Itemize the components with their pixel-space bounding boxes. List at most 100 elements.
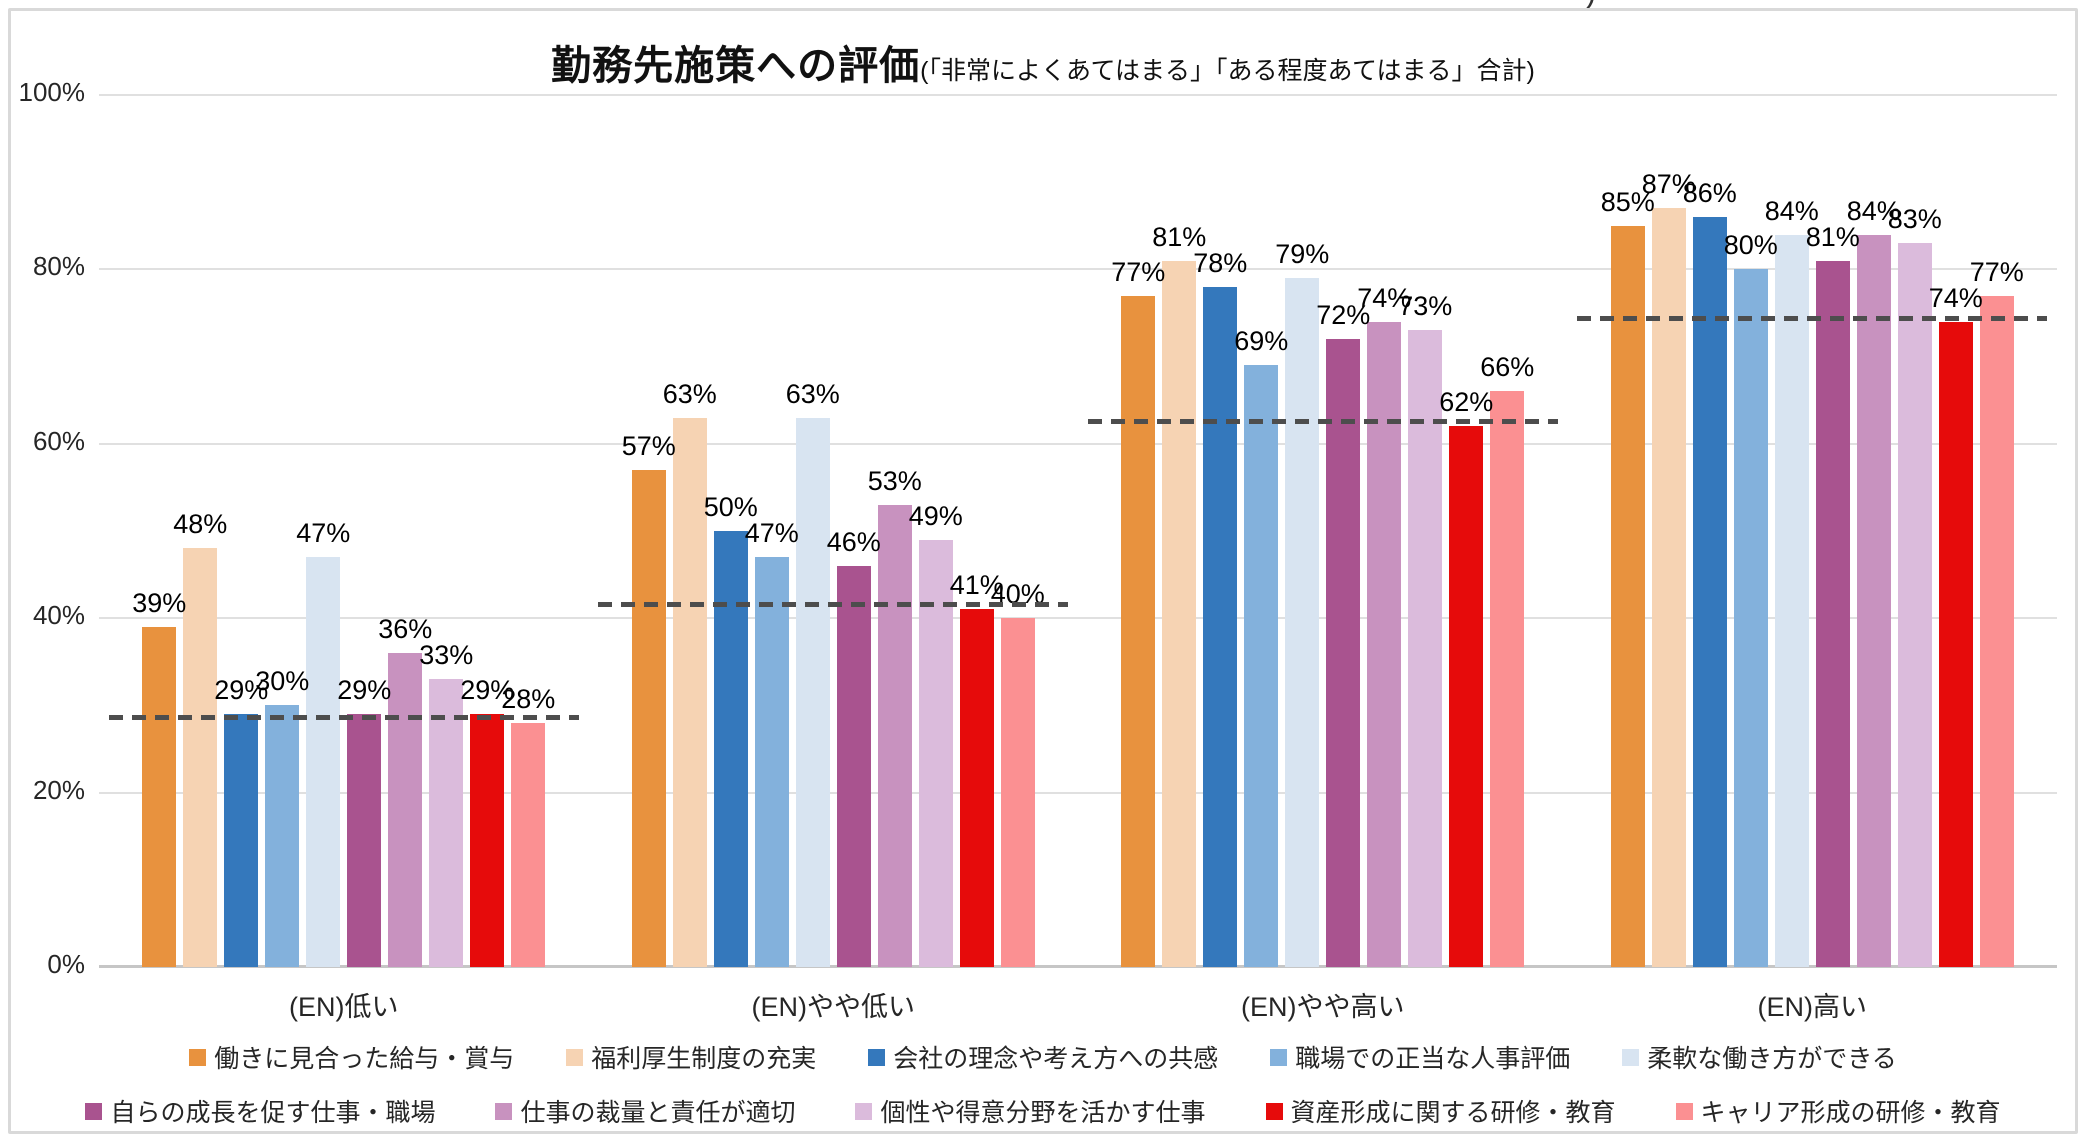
gridline-20 <box>99 791 2057 794</box>
bar-slot: 41% <box>950 95 1004 967</box>
legend-item: 働きに見合った給与・賞与 <box>189 1039 514 1075</box>
legend-item: 自らの成長を促す仕事・職場 <box>85 1093 435 1129</box>
bar <box>877 504 912 967</box>
bar <box>511 722 546 967</box>
bar-value-label: 48% <box>173 509 228 540</box>
bar <box>918 539 953 967</box>
bar-value-label: 63% <box>662 378 717 409</box>
bar-cluster: 77% 81% 78% 69% 79% 72% 74% 73% 62% 66% <box>1078 95 1568 967</box>
bar-value-label: 77% <box>1111 256 1166 287</box>
reference-line <box>1087 419 1558 424</box>
category-label: (EN)高い <box>1757 992 1868 1022</box>
chart-frame: 勤務先施策への評価(「非常によくあてはまる」「ある程度あてはまる」合計) 0% 2… <box>8 8 2078 1134</box>
bar-value-label: 49% <box>908 500 963 531</box>
gridline-0 <box>99 965 2057 968</box>
bar-value-label: 81% <box>1152 221 1207 252</box>
bar-groups: 39% 48% 29% 30% 47% 29% 36% 33% 29% 28% (EN)低い 57% 6… <box>99 95 2058 1022</box>
bar <box>306 557 341 967</box>
bar-slot: 81% <box>1152 95 1206 967</box>
bar <box>1938 321 1973 967</box>
bar-slot: 28% <box>501 95 555 967</box>
bar-value-label: 41% <box>949 570 1004 601</box>
bar <box>142 626 177 967</box>
bar <box>713 531 748 967</box>
bar-slot: 80% <box>1724 95 1778 967</box>
bar-value-label: 39% <box>132 587 187 618</box>
legend-label: 個性や得意分野を活かす仕事 <box>880 1099 1206 1127</box>
bar-slot: 83% <box>1888 95 1942 967</box>
bar <box>347 714 382 967</box>
gridline-40 <box>99 617 2057 620</box>
bar-slot: 49% <box>909 95 963 967</box>
bar-value-label: 86% <box>1682 178 1737 209</box>
bar <box>959 609 994 967</box>
bar-value-label: 85% <box>1600 186 1655 217</box>
gridline-80 <box>99 268 2057 271</box>
bar-slot: 29% <box>460 95 514 967</box>
bar <box>795 417 830 967</box>
bar-slot: 81% <box>1806 95 1860 967</box>
bar-slot: 29% <box>214 95 268 967</box>
chart-title: 勤務先施策への評価 <box>551 44 921 88</box>
bar-value-label: 74% <box>1928 282 1983 313</box>
chart-title-row: 勤務先施策への評価(「非常によくあてはまる」「ある程度あてはまる」合計) <box>11 33 2075 91</box>
bar-slot: 30% <box>255 95 309 967</box>
legend-label: 職場での正当な人事評価 <box>1295 1045 1571 1073</box>
bar-cluster: 39% 48% 29% 30% 47% 29% 36% 33% 29% 28% <box>99 95 589 967</box>
bar-slot: 63% <box>663 95 717 967</box>
bar <box>1692 217 1727 967</box>
reference-line <box>108 714 579 720</box>
category-group: 77% 81% 78% 69% 79% 72% 74% 73% 62% 66% (EN)やや高い <box>1078 95 1568 1022</box>
bar-slot: 62% <box>1439 95 1493 967</box>
bar-value-label: 84% <box>1846 195 1901 226</box>
bar-slot: 77% <box>1970 95 2024 967</box>
bar-slot: 74% <box>1929 95 1983 967</box>
bar-value-label: 69% <box>1234 326 1289 357</box>
bar <box>1367 321 1402 967</box>
bar <box>1162 260 1197 967</box>
bar-value-label: 30% <box>255 666 310 697</box>
legend-item: 資産形成に関する研修・教育 <box>1265 1093 1616 1129</box>
bar-slot: 85% <box>1601 95 1655 967</box>
bar <box>754 557 789 967</box>
legend-item: 職場での正当な人事評価 <box>1270 1039 1570 1075</box>
legend-swatch <box>868 1048 886 1066</box>
bar <box>429 679 464 967</box>
bar-slot: 47% <box>745 95 799 967</box>
bar-slot: 86% <box>1683 95 1737 967</box>
bar <box>265 705 300 967</box>
category-group: 57% 63% 50% 47% 63% 46% 53% 49% 41% 40% (EN)やや低い <box>589 95 1079 1022</box>
bar <box>1203 286 1238 967</box>
bar-slot: 40% <box>991 95 1045 967</box>
bar <box>1449 426 1484 967</box>
bar <box>224 714 259 967</box>
bar-value-label: 72% <box>1316 300 1371 331</box>
legend-swatch <box>1270 1048 1288 1066</box>
bar-value-label: 66% <box>1480 352 1535 383</box>
category-group: 39% 48% 29% 30% 47% 29% 36% 33% 29% 28% (EN)低い <box>99 95 589 1022</box>
bar <box>1979 295 2014 967</box>
legend-label: 働きに見合った給与・賞与 <box>214 1045 515 1073</box>
legend-item: 仕事の裁量と責任が適切 <box>495 1093 795 1129</box>
bar-slot: 79% <box>1275 95 1329 967</box>
bar-slot: 57% <box>622 95 676 967</box>
bar <box>1408 330 1443 967</box>
bar-slot: 69% <box>1234 95 1288 967</box>
legend-swatch <box>566 1048 584 1066</box>
bar-value-label: 79% <box>1275 239 1330 270</box>
category-label: (EN)やや高い <box>1241 992 1405 1022</box>
legend-swatch <box>85 1102 103 1120</box>
bar-slot: 84% <box>1847 95 1901 967</box>
plot-area: 0% 20% 40% 60% 80% 100% 39% 48% 29% 30% 47% 29% 36%… <box>19 77 2058 1022</box>
bar <box>1610 225 1645 967</box>
bar <box>1897 243 1932 967</box>
y-axis-tick-label: 40% <box>32 600 85 631</box>
category-group: 85% 87% 86% 80% 84% 81% 84% 83% 74% 77% (EN)高い <box>1568 95 2058 1022</box>
legend-item: 福利厚生制度の充実 <box>566 1039 816 1075</box>
legend-item: 柔軟な働き方ができる <box>1622 1039 1897 1075</box>
bar-value-label: 28% <box>501 683 556 714</box>
bar <box>631 469 666 967</box>
bar-value-label: 78% <box>1193 247 1248 278</box>
bar-value-label: 29% <box>337 675 392 706</box>
